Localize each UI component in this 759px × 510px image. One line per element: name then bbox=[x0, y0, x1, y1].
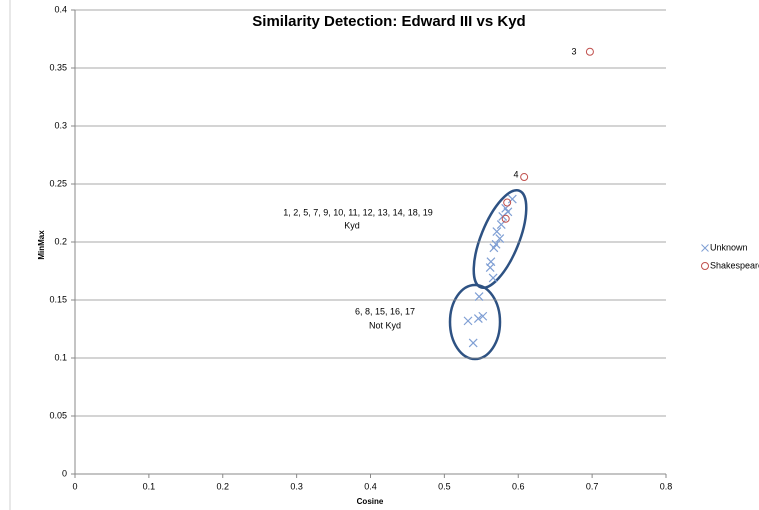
y-tick-label: 0.25 bbox=[49, 178, 67, 188]
annotation: 1, 2, 5, 7, 9, 10, 11, 12, 13, 14, 18, 1… bbox=[283, 207, 432, 217]
x-axis-label: Cosine bbox=[357, 497, 384, 506]
y-axis-label: MinMax bbox=[37, 230, 46, 260]
point bbox=[489, 243, 499, 253]
y-tick-label: 0.05 bbox=[49, 410, 67, 420]
y-tick-label: 0.3 bbox=[54, 120, 67, 130]
x-tick-label: 0.5 bbox=[438, 481, 451, 491]
chart-title: Similarity Detection: Edward III vs Kyd bbox=[252, 13, 525, 30]
point bbox=[488, 273, 498, 283]
annotation: 6, 8, 15, 16, 17 bbox=[355, 306, 415, 316]
point bbox=[503, 207, 513, 217]
legend-label: Unknown bbox=[710, 242, 748, 252]
x-tick-label: 0 bbox=[72, 481, 77, 491]
point bbox=[473, 314, 483, 323]
y-tick-label: 0.4 bbox=[54, 4, 67, 14]
y-tick-label: 0 bbox=[62, 468, 67, 478]
point bbox=[507, 194, 517, 204]
point bbox=[495, 234, 505, 243]
annotation: 3 bbox=[571, 46, 576, 56]
point bbox=[463, 316, 473, 326]
y-tick-label: 0.15 bbox=[49, 294, 67, 304]
x-tick-label: 0.6 bbox=[512, 481, 525, 491]
x-tick-label: 0.7 bbox=[586, 481, 599, 491]
y-tick-label: 0.35 bbox=[49, 62, 67, 72]
point bbox=[485, 263, 495, 272]
point bbox=[478, 311, 488, 321]
point bbox=[468, 338, 478, 348]
x-tick-label: 0.4 bbox=[364, 481, 377, 491]
legend-label: Shakespeare bbox=[710, 260, 759, 270]
point bbox=[585, 47, 594, 56]
point bbox=[503, 198, 512, 207]
annotation: Kyd bbox=[344, 220, 360, 230]
y-tick-label: 0.1 bbox=[54, 352, 67, 362]
annotation: 4 bbox=[513, 169, 518, 179]
kyd-ellipse bbox=[472, 189, 528, 289]
point bbox=[520, 173, 529, 182]
x-tick-label: 0.8 bbox=[660, 481, 673, 491]
legend-marker bbox=[701, 262, 709, 270]
x-tick-label: 0.3 bbox=[290, 481, 303, 491]
not-kyd-ellipse bbox=[448, 283, 502, 361]
annotation: Not Kyd bbox=[369, 320, 401, 330]
x-tick-label: 0.2 bbox=[216, 481, 229, 491]
point bbox=[501, 214, 510, 223]
x-tick-label: 0.1 bbox=[143, 481, 156, 491]
point bbox=[492, 227, 502, 236]
legend-marker bbox=[701, 244, 709, 252]
point bbox=[474, 292, 484, 301]
y-tick-label: 0.2 bbox=[54, 236, 67, 246]
